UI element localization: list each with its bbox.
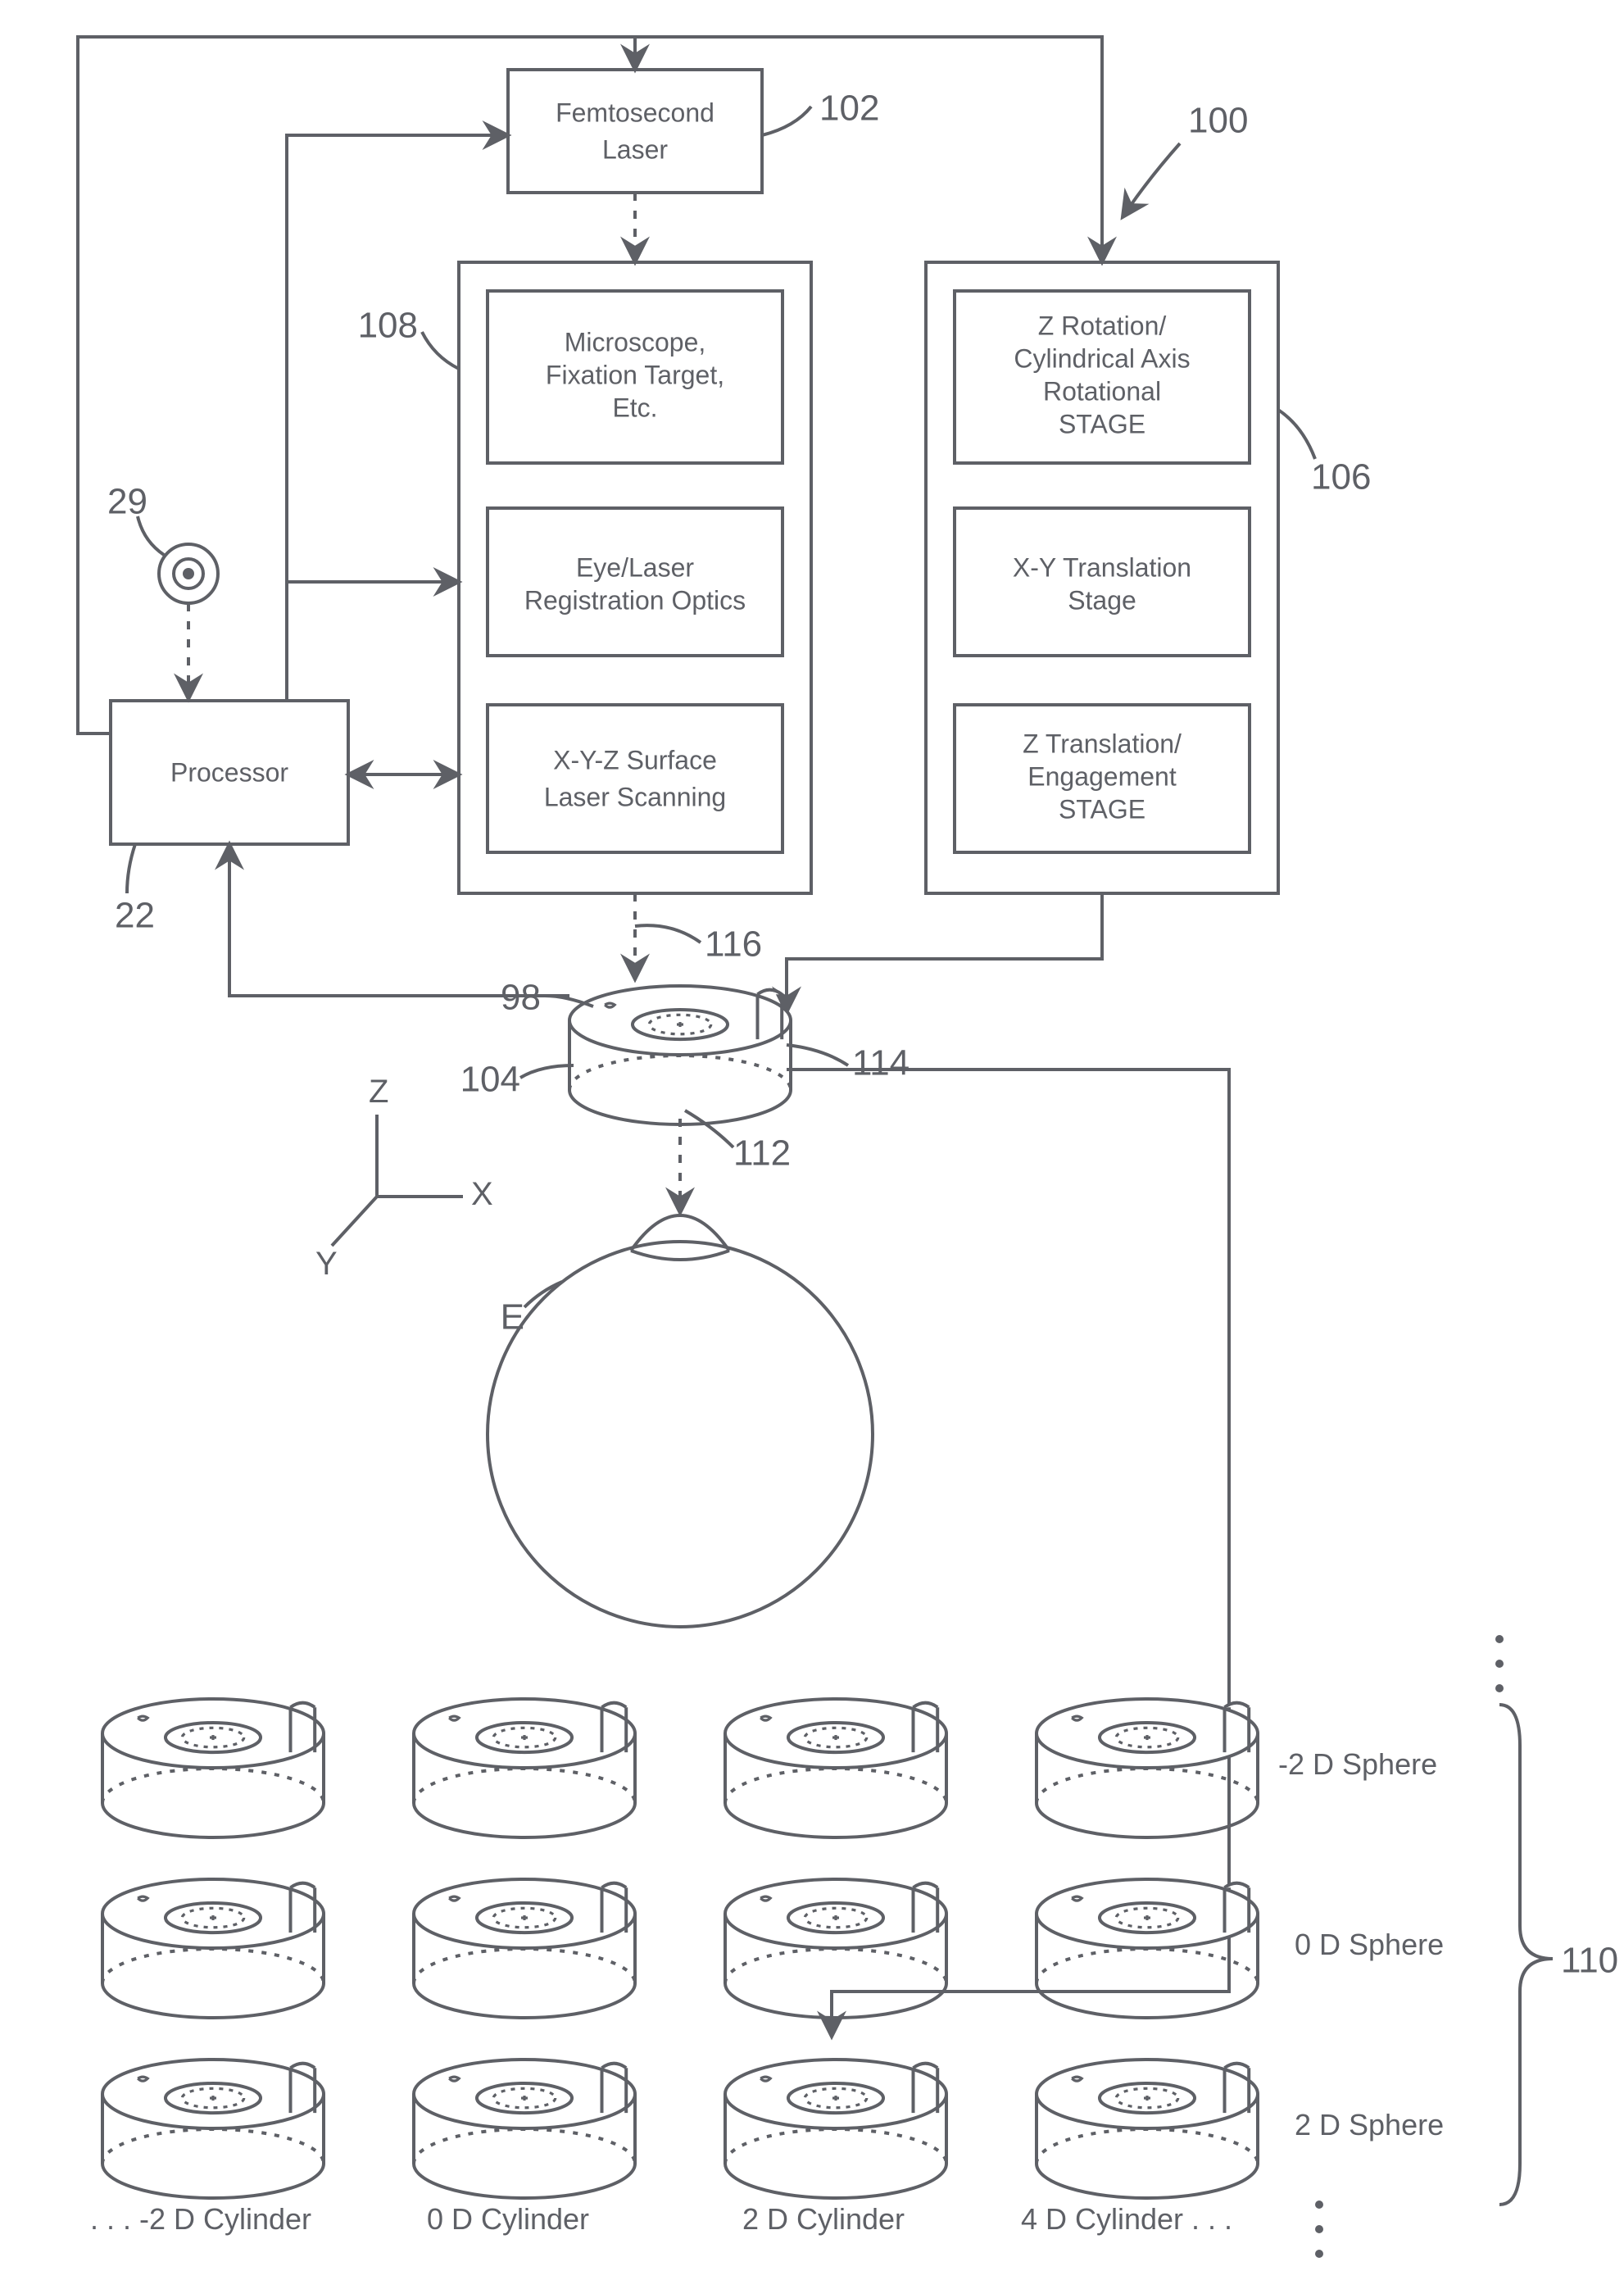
col-label-2: 2 D Cylinder xyxy=(742,2202,905,2236)
lens-piece xyxy=(1037,1879,1258,2018)
ref-108: 108 xyxy=(358,306,418,346)
ref-104: 104 xyxy=(460,1060,520,1100)
lens-piece xyxy=(1037,2060,1258,2198)
leader-104 xyxy=(520,1065,574,1078)
g106-b1-l3: Rotational xyxy=(1043,376,1161,406)
leader-112 xyxy=(685,1110,733,1147)
leader-100 xyxy=(1123,143,1180,217)
lens-piece xyxy=(102,2060,324,2198)
axes-icon: Z X Y xyxy=(315,1074,493,1282)
g108-b2-l1: Eye/Laser xyxy=(576,552,694,582)
lens-piece xyxy=(1037,1699,1258,1837)
ref-102: 102 xyxy=(819,89,879,129)
axis-y: Y xyxy=(315,1246,338,1282)
row-label-2: 2 D Sphere xyxy=(1295,2108,1444,2141)
source-29-icon xyxy=(159,544,218,603)
ref-100: 100 xyxy=(1188,101,1248,141)
ref-114: 114 xyxy=(852,1043,910,1083)
leader-108 xyxy=(422,332,459,369)
lens-piece xyxy=(414,2060,635,2198)
femto-laser-box: Femtosecond Laser xyxy=(508,70,762,193)
lens-piece xyxy=(102,1699,324,1837)
brace-110 xyxy=(1499,1705,1553,2205)
ref-98: 98 xyxy=(501,978,541,1018)
femto-laser-line2: Laser xyxy=(602,134,668,164)
g106-b2-l1: X-Y Translation xyxy=(1013,552,1191,582)
processor-box: Processor xyxy=(111,701,348,844)
row-label-1: 0 D Sphere xyxy=(1295,1928,1444,1961)
ref-112: 112 xyxy=(733,1133,791,1174)
col-label-1: 0 D Cylinder xyxy=(427,2202,589,2236)
ref-E: E xyxy=(501,1297,524,1338)
dots-top xyxy=(1495,1635,1504,1692)
leader-116 xyxy=(635,925,701,942)
axis-x: X xyxy=(471,1176,493,1212)
leader-106 xyxy=(1278,410,1315,459)
lens-piece xyxy=(725,1699,946,1837)
ref-22: 22 xyxy=(115,896,155,936)
leader-102 xyxy=(762,107,811,135)
leader-22 xyxy=(127,844,135,893)
lens-grid xyxy=(102,1699,1258,2198)
ref-106: 106 xyxy=(1311,457,1371,497)
g106-b1-l2: Cylindrical Axis xyxy=(1014,343,1190,373)
g106-b3-l1: Z Translation/ xyxy=(1023,729,1182,758)
g108-b1-l2: Fixation Target, xyxy=(546,360,724,389)
106-to-interface xyxy=(787,893,1102,1012)
proc-to-interface xyxy=(229,844,569,996)
ref-116: 116 xyxy=(705,924,762,965)
row-label-0: -2 D Sphere xyxy=(1278,1747,1437,1781)
g106-b2-l2: Stage xyxy=(1068,585,1136,615)
lens-piece xyxy=(725,1879,946,2018)
g106-b3-l2: Engagement xyxy=(1027,761,1177,791)
ref-29: 29 xyxy=(107,482,147,522)
patient-interface xyxy=(569,986,791,1124)
eye xyxy=(488,1215,873,1627)
patent-diagram: Femtosecond Laser 102 100 Microscope, Fi… xyxy=(0,0,1624,2280)
lens-piece xyxy=(414,1879,635,2018)
col-label-3: 4 D Cylinder . . . xyxy=(1021,2202,1232,2236)
g106-b1-l1: Z Rotation/ xyxy=(1038,311,1167,340)
group-106: Z Rotation/ Cylindrical Axis Rotational … xyxy=(926,262,1278,893)
ref-110: 110 xyxy=(1561,1941,1618,1981)
g108-b1-l1: Microscope, xyxy=(565,327,706,357)
g108-b3-l1: X-Y-Z Surface xyxy=(553,745,717,774)
g108-b2-l2: Registration Optics xyxy=(524,585,746,615)
leader-E xyxy=(524,1282,562,1307)
femto-laser-line1: Femtosecond xyxy=(556,98,714,127)
axis-z: Z xyxy=(369,1074,388,1110)
leader-114 xyxy=(787,1045,848,1065)
lens-piece xyxy=(725,2060,946,2198)
g108-b3-l2: Laser Scanning xyxy=(544,782,726,811)
lens-piece xyxy=(414,1699,635,1837)
g108-b1-l3: Etc. xyxy=(612,393,657,422)
g106-b3-l3: STAGE xyxy=(1059,794,1145,824)
processor-label: Processor xyxy=(170,757,288,787)
leader-29 xyxy=(138,516,164,555)
col-label-0: . . . -2 D Cylinder xyxy=(90,2202,311,2236)
lens-piece xyxy=(102,1879,324,2018)
group-108: Microscope, Fixation Target, Etc. Eye/La… xyxy=(459,262,811,893)
g106-b1-l4: STAGE xyxy=(1059,409,1145,438)
dots-bottom xyxy=(1315,2201,1323,2258)
proc-to-femto-side xyxy=(287,135,508,701)
